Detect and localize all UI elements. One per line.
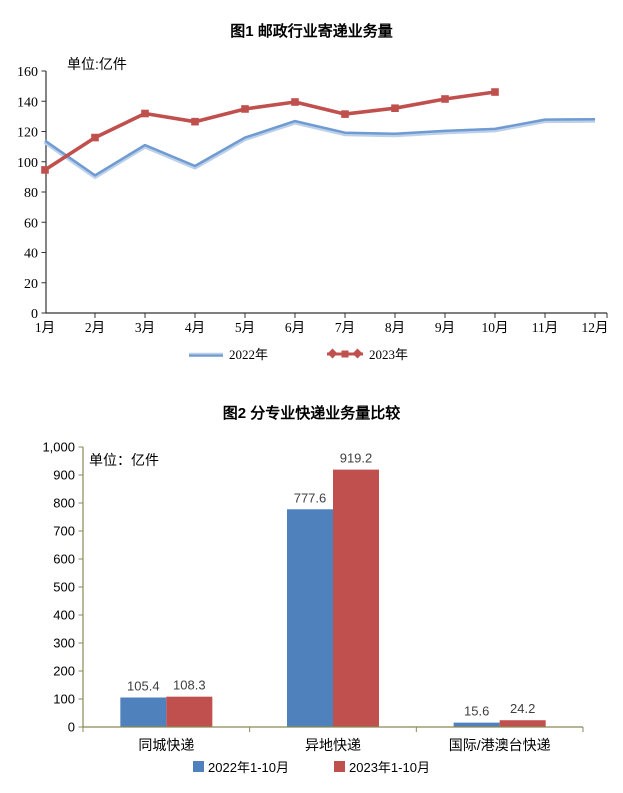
- legend-label-2022-1-10: 2022年1-10月: [208, 760, 289, 775]
- svg-text:919.2: 919.2: [340, 451, 373, 466]
- svg-text:国际/港澳台快递: 国际/港澳台快递: [449, 737, 551, 753]
- svg-text:24.2: 24.2: [510, 701, 535, 716]
- svg-text:300: 300: [53, 636, 75, 651]
- svg-text:20: 20: [24, 277, 38, 292]
- svg-text:同城快递: 同城快递: [138, 737, 194, 753]
- svg-text:异地快递: 异地快递: [305, 737, 361, 753]
- svg-text:900: 900: [53, 468, 75, 483]
- svg-text:108.3: 108.3: [173, 678, 206, 693]
- legend-item-2023: 2023年: [325, 344, 408, 363]
- svg-text:400: 400: [53, 608, 75, 623]
- svg-text:40: 40: [24, 247, 38, 262]
- svg-text:80: 80: [24, 186, 38, 201]
- svg-text:11月: 11月: [532, 320, 559, 335]
- figure1-title: 图1 邮政行业寄递业务量: [230, 23, 393, 40]
- svg-text:105.4: 105.4: [127, 678, 160, 693]
- svg-text:2月: 2月: [85, 320, 105, 335]
- svg-text:777.6: 777.6: [294, 490, 327, 505]
- bar-swatch-2023-icon: [334, 761, 345, 772]
- figure2-title: 图2 分专业快递业务量比较: [222, 405, 401, 422]
- svg-text:100: 100: [17, 156, 38, 171]
- svg-text:10月: 10月: [482, 320, 509, 335]
- svg-text:7月: 7月: [335, 320, 355, 335]
- svg-text:3月: 3月: [135, 320, 155, 335]
- legend-item-2022-1-10: 2022年1-10月: [193, 757, 289, 776]
- figure2-legend: 2022年1-10月 2023年1-10月: [0, 757, 623, 776]
- svg-text:9月: 9月: [435, 320, 455, 335]
- svg-text:60: 60: [24, 216, 38, 231]
- svg-text:160: 160: [17, 65, 38, 80]
- figure1-legend: 2022年 2023年: [0, 344, 609, 363]
- bar-swatch-2022-icon: [193, 761, 205, 772]
- svg-text:0: 0: [31, 307, 38, 322]
- svg-text:8月: 8月: [385, 320, 405, 335]
- svg-text:100: 100: [53, 692, 75, 707]
- svg-text:6月: 6月: [285, 320, 305, 335]
- svg-text:5月: 5月: [235, 320, 255, 335]
- svg-text:12月: 12月: [582, 320, 609, 335]
- svg-text:120: 120: [17, 126, 38, 141]
- svg-text:200: 200: [53, 664, 75, 679]
- legend-item-2023-1-10: 2023年1-10月: [334, 757, 430, 776]
- line-swatch-2022-icon: [188, 352, 223, 357]
- svg-text:700: 700: [53, 524, 75, 539]
- svg-text:600: 600: [53, 552, 75, 567]
- legend-item-2022: 2022年: [187, 344, 268, 363]
- svg-text:1月: 1月: [35, 320, 55, 335]
- legend-label-2023-1-10: 2023年1-10月: [349, 760, 430, 775]
- svg-text:1,000: 1,000: [42, 440, 75, 455]
- line-swatch-2023-icon: [327, 348, 363, 358]
- legend-label-2023: 2023年: [369, 347, 409, 362]
- figure2-unit-label: 单位：亿件: [89, 452, 159, 468]
- svg-text:0: 0: [68, 720, 75, 735]
- svg-text:140: 140: [17, 95, 38, 110]
- svg-text:800: 800: [53, 496, 75, 511]
- svg-text:15.6: 15.6: [464, 704, 489, 719]
- figure1-unit-label: 单位:亿件: [67, 56, 127, 72]
- svg-text:500: 500: [53, 580, 75, 595]
- svg-text:4月: 4月: [185, 320, 205, 335]
- legend-label-2022: 2022年: [228, 347, 268, 362]
